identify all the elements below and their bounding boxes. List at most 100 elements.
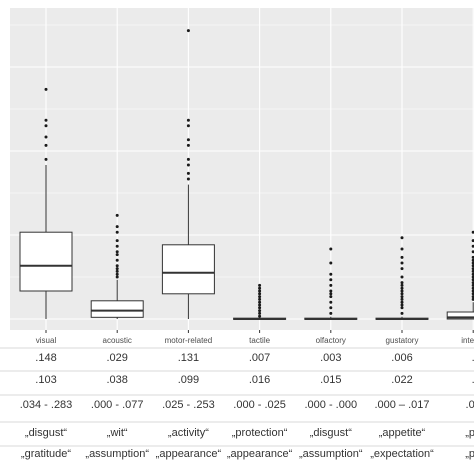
- outlier-point: [400, 300, 404, 304]
- table-cell: „activity“: [168, 427, 209, 439]
- outlier-point: [186, 143, 190, 147]
- table-cell: „assumption“: [85, 448, 149, 460]
- outlier-point: [329, 289, 333, 293]
- plot-panel: [10, 8, 474, 330]
- outlier-point: [471, 295, 474, 299]
- x-tick-label: olfactory: [316, 336, 346, 345]
- outlier-point: [44, 118, 48, 122]
- table-cell: .000 - .000: [305, 399, 358, 411]
- outlier-point: [186, 157, 190, 161]
- table-cell: „gratitude“: [21, 448, 71, 460]
- boxplot-motor-related: [161, 29, 215, 319]
- outlier-point: [115, 230, 119, 234]
- outlier-point: [400, 236, 404, 240]
- outlier-point: [400, 286, 404, 290]
- table-cell: .003: [320, 352, 341, 364]
- outlier-point: [329, 272, 333, 276]
- outlier-point: [115, 253, 119, 257]
- outlier-point: [258, 286, 262, 290]
- table-cell: .015: [320, 374, 341, 386]
- table-cell: .016: [249, 374, 270, 386]
- boxplot-interoc: [446, 230, 474, 320]
- outlier-point: [400, 306, 404, 310]
- box-iqr: [19, 231, 73, 292]
- outlier-point: [186, 171, 190, 175]
- outlier-point: [400, 267, 404, 271]
- boxplot-gustatory: [375, 236, 429, 320]
- outlier-point: [471, 261, 474, 265]
- outlier-point: [471, 244, 474, 248]
- outlier-point: [258, 306, 262, 310]
- box-iqr: [161, 244, 215, 295]
- outlier-point: [471, 230, 474, 234]
- table-cell: .000 - .077: [91, 399, 144, 411]
- boxplot-visual: [19, 87, 73, 319]
- outlier-point: [400, 283, 404, 287]
- outlier-point: [400, 295, 404, 299]
- outlier-point: [471, 289, 474, 293]
- outlier-point: [471, 267, 474, 271]
- outlier-point: [471, 278, 474, 282]
- table-cell: „pa: [465, 427, 474, 439]
- table-cell: .000 - .025: [233, 399, 286, 411]
- outlier-point: [186, 29, 190, 33]
- outlier-point: [115, 244, 119, 248]
- outlier-point: [400, 303, 404, 307]
- statistics-table: .148 .029 .131 .007 .003 .006. .103 .038 .099 .01…: [0, 347, 474, 460]
- outlier-point: [44, 143, 48, 147]
- outlier-point: [258, 309, 262, 313]
- outlier-point: [115, 225, 119, 229]
- table-cell: .148: [35, 352, 56, 364]
- outlier-point: [329, 261, 333, 265]
- table-cell: .103: [35, 374, 56, 386]
- outlier-point: [258, 283, 262, 287]
- outlier-point: [186, 163, 190, 167]
- boxplot-olfactory: [304, 247, 358, 320]
- outlier-point: [44, 157, 48, 161]
- outlier-point: [471, 264, 474, 268]
- outlier-point: [258, 292, 262, 296]
- x-tick-label: interoc: [461, 336, 474, 345]
- x-tick-label: visual: [36, 336, 57, 345]
- table-cell: .131: [178, 352, 199, 364]
- outlier-point: [471, 239, 474, 243]
- outlier-point: [329, 292, 333, 296]
- table-cell: „disgust“: [310, 427, 353, 439]
- outlier-point: [400, 297, 404, 301]
- table-cell: .: [472, 374, 474, 386]
- outlier-point: [471, 269, 474, 273]
- table-cell: .: [472, 352, 474, 364]
- table-cell: .025 - .253: [162, 399, 215, 411]
- outlier-point: [400, 247, 404, 251]
- outlier-point: [329, 300, 333, 304]
- table-cell: .029: [106, 352, 127, 364]
- table-cell: „wit“: [107, 427, 128, 439]
- outlier-point: [400, 255, 404, 259]
- table-cell: „protection“: [232, 427, 288, 439]
- outlier-point: [186, 177, 190, 181]
- outlier-point: [258, 303, 262, 307]
- outlier-point: [329, 247, 333, 251]
- table-cell: .038: [106, 374, 127, 386]
- outlier-point: [471, 275, 474, 279]
- outlier-point: [471, 258, 474, 262]
- outlier-point: [400, 292, 404, 296]
- outlier-point: [471, 286, 474, 290]
- outlier-point: [471, 297, 474, 301]
- table-cell: .006: [391, 352, 412, 364]
- box-iqr: [90, 300, 144, 318]
- x-tick-label: gustatory: [386, 336, 419, 345]
- outlier-point: [44, 135, 48, 139]
- x-tick-label: motor-related: [165, 336, 213, 345]
- outlier-point: [329, 295, 333, 299]
- outlier-point: [471, 250, 474, 254]
- outlier-point: [400, 275, 404, 279]
- outlier-point: [258, 295, 262, 299]
- table-cell: .007: [249, 352, 270, 364]
- outlier-point: [471, 292, 474, 296]
- outlier-point: [329, 283, 333, 287]
- x-axis-ticks: visual acoustic motor-related tactile olfact…: [36, 330, 474, 345]
- table-cell: „pa: [465, 448, 474, 460]
- outlier-point: [258, 311, 262, 315]
- table-cell: .00: [466, 399, 474, 411]
